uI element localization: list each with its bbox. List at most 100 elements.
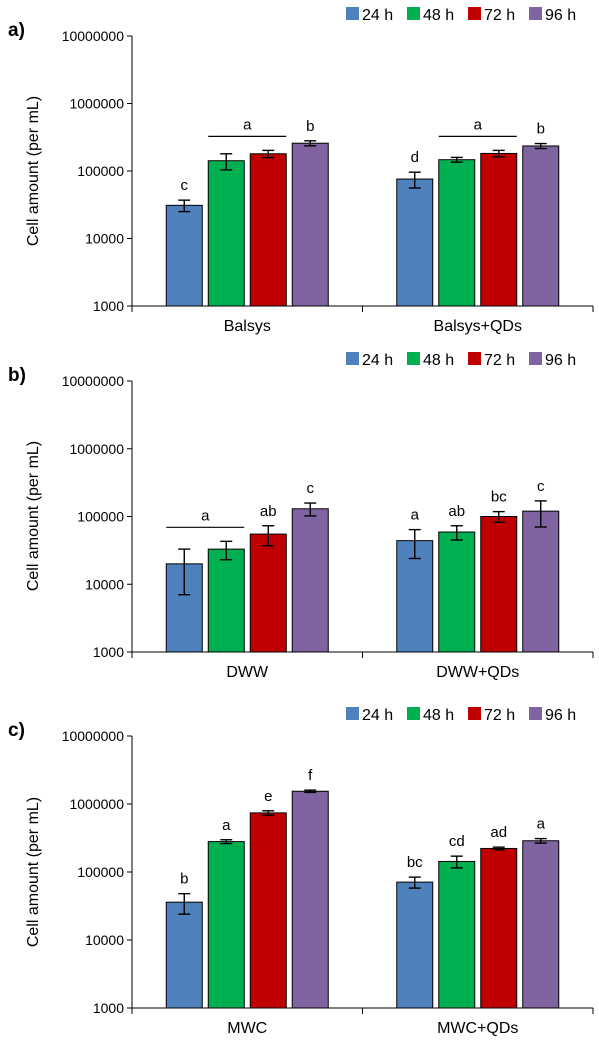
bar	[438, 860, 476, 1009]
y-axis-title: Cell amount (per mL)	[25, 441, 42, 591]
legend-label: 96 h	[545, 7, 576, 24]
significance-letter: f	[308, 767, 313, 784]
y-tick-label: 10000000	[62, 373, 125, 389]
legend-swatch	[346, 7, 359, 20]
y-tick-label: 100000	[77, 163, 124, 179]
bar	[165, 204, 203, 307]
legend-label: 72 h	[484, 707, 515, 724]
bar	[522, 510, 560, 653]
significance-letter: e	[264, 788, 272, 805]
y-axis-title: Cell amount (per mL)	[25, 797, 42, 947]
x-category-label: MWC	[227, 1020, 267, 1037]
y-tick-label: 10000	[85, 576, 124, 592]
chart-panel-2: b) 1000 10000 100000 1000000 10000000 Cell amo…	[8, 352, 594, 681]
significance-letter: b	[537, 121, 545, 138]
legend-label: 48 h	[423, 707, 454, 724]
y-tick-label: 1000	[93, 298, 124, 314]
legend-swatch	[407, 7, 420, 20]
significance-letter: ab	[260, 503, 277, 520]
y-tick-label: 1000000	[69, 96, 124, 112]
x-category-label: DWW+QDs	[436, 664, 519, 681]
legend-swatch	[407, 707, 420, 720]
y-tick-label: 100000	[77, 864, 124, 880]
legend-label: 72 h	[484, 352, 515, 369]
legend-swatch	[529, 707, 542, 720]
legend-swatch	[407, 352, 420, 365]
bar	[438, 531, 476, 653]
panel-label: b)	[8, 365, 26, 386]
y-tick-label: 10000	[85, 231, 124, 247]
y-tick-label: 1000000	[69, 796, 124, 812]
bar	[207, 548, 245, 653]
bar	[249, 153, 287, 307]
legend-label: 24 h	[362, 7, 393, 24]
legend-label: 48 h	[423, 7, 454, 24]
x-category-label: Balsys+QDs	[434, 318, 522, 335]
significance-letter: c	[181, 177, 189, 194]
chart-panel-1: a) 1000 10000 100000 1000000 10000000 Cell amo…	[8, 7, 594, 335]
bar	[249, 533, 287, 653]
legend-label: 96 h	[545, 352, 576, 369]
x-category-label: MWC+QDs	[437, 1020, 518, 1037]
legend-label: 72 h	[484, 7, 515, 24]
bar	[396, 881, 434, 1009]
bar	[396, 178, 434, 307]
significance-letter: bc	[407, 854, 423, 871]
y-tick-label: 10000000	[62, 728, 125, 744]
significance-letter: b	[306, 118, 314, 135]
significance-letter: a	[537, 816, 546, 833]
significance-letter: a	[243, 116, 252, 133]
bar	[291, 790, 329, 1009]
bar	[480, 847, 518, 1009]
chart-panel-3: c) 1000 10000 100000 1000000 10000000 Cell amo…	[8, 707, 594, 1037]
bar	[291, 142, 329, 307]
significance-letter: a	[411, 507, 420, 524]
bar	[522, 145, 560, 307]
significance-letter: cd	[449, 833, 465, 850]
significance-letter: a	[222, 817, 231, 834]
legend-swatch	[468, 7, 481, 20]
bar	[396, 540, 434, 653]
significance-letter: a	[474, 116, 483, 133]
bar	[249, 812, 287, 1009]
bar	[291, 508, 329, 653]
significance-letter: bc	[491, 489, 507, 506]
significance-letter: b	[180, 871, 188, 888]
legend-swatch	[529, 7, 542, 20]
significance-letter: c	[537, 478, 545, 495]
y-tick-label: 10000	[85, 932, 124, 948]
legend-swatch	[468, 352, 481, 365]
legend-label: 96 h	[545, 707, 576, 724]
legend-swatch	[346, 352, 359, 365]
legend-swatch	[346, 707, 359, 720]
x-category-label: Balsys	[224, 318, 271, 335]
significance-letter: a	[201, 507, 210, 524]
significance-letter: ad	[490, 824, 507, 841]
y-axis-title: Cell amount (per mL)	[25, 96, 42, 246]
legend-label: 24 h	[362, 707, 393, 724]
panel-label: c)	[8, 720, 25, 741]
legend-label: 48 h	[423, 352, 454, 369]
legend-swatch	[529, 352, 542, 365]
bar	[438, 159, 476, 307]
legend-label: 24 h	[362, 352, 393, 369]
significance-letter: ab	[448, 503, 465, 520]
bar	[207, 841, 245, 1009]
y-tick-label: 100000	[77, 509, 124, 525]
bar	[165, 901, 203, 1009]
y-tick-label: 1000	[93, 1000, 124, 1016]
panel-label: a)	[8, 20, 25, 41]
x-category-label: DWW	[226, 664, 269, 681]
bar	[207, 160, 245, 307]
significance-letter: d	[411, 149, 419, 166]
bar	[522, 840, 560, 1009]
y-tick-label: 1000	[93, 644, 124, 660]
y-tick-label: 10000000	[62, 28, 125, 44]
legend-swatch	[468, 707, 481, 720]
y-tick-label: 1000000	[69, 441, 124, 457]
significance-letter: c	[307, 480, 315, 497]
bar	[480, 152, 518, 307]
bar	[480, 516, 518, 653]
